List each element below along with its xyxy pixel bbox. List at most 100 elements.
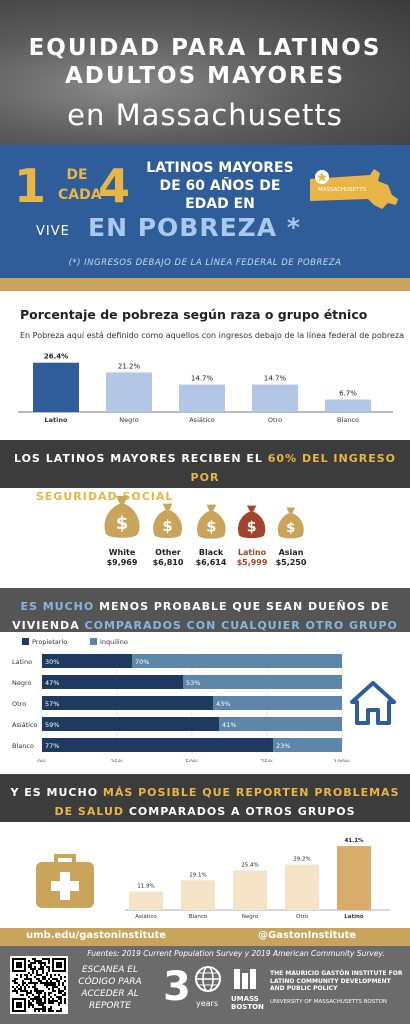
bar-segment <box>42 717 219 731</box>
tick-label: Otro <box>268 416 282 424</box>
tick-label: Latino <box>45 416 68 424</box>
home-banner-text-d: COMPARADOS CON CUALQUIER OTRO GRUPO <box>79 619 398 632</box>
bar-segment <box>183 675 342 689</box>
tick-label: Asiático <box>189 416 215 424</box>
qr-code-icon[interactable] <box>10 956 68 1014</box>
income-item: $ Latino $5,999 <box>224 492 280 568</box>
house-icon <box>350 681 396 725</box>
money-bag-icon: $ <box>278 507 304 539</box>
svg-text:$: $ <box>206 518 216 535</box>
de-text: DE <box>66 167 88 183</box>
health-banner-line2: DE SALUD COMPARADOS A OTROS GRUPOS <box>0 802 410 821</box>
data-label: 19.1% <box>189 872 206 878</box>
income-banner: LOS LATINOS MAYORES RECIBEN EL 60% DEL I… <box>0 440 410 503</box>
bar-segment <box>132 654 342 668</box>
poverty-number-one: 1 <box>14 159 47 213</box>
income-banner-line2: SEGURIDAD SOCIAL QUE RECIBEN LOS BLANCOS <box>0 487 410 506</box>
homeownership-chart: Propietario Inquilino 0% 25% 50% 75% 100% Latin… <box>12 638 350 762</box>
bar-segment <box>273 738 342 752</box>
income-value: $5,250 <box>275 557 307 567</box>
data-label: 6.7% <box>339 389 357 397</box>
category-label: Negro <box>12 679 32 687</box>
tick-label: Blanco <box>189 914 208 920</box>
cada-text: CADA <box>58 187 102 203</box>
poverty-description: LATINOS MAYORES DE 60 AÑOS DE EDAD EN <box>140 159 300 213</box>
tick-label: 100% <box>333 759 350 762</box>
data-label: 26.4% <box>44 353 68 361</box>
svg-text:$: $ <box>247 519 257 535</box>
tick-label: Negro <box>242 914 259 920</box>
bar <box>325 399 371 412</box>
health-banner-text-a: Y ES MUCHO <box>10 786 103 799</box>
bar-segment <box>42 738 273 752</box>
data-label: 70% <box>135 658 149 666</box>
home-banner-line1: ES MUCHO MENOS PROBABLE QUE SEAN DUEÑOS … <box>0 597 410 616</box>
tick-label: 0% <box>37 759 47 762</box>
data-label: 53% <box>186 679 200 687</box>
footer-link-bar <box>0 928 410 946</box>
data-label: 14.7% <box>264 375 287 383</box>
income-value: $5,999 <box>236 557 268 567</box>
hero-banner: EQUIDAD PARA LATINOS ADULTOS MAYORES en … <box>0 0 410 145</box>
tick-label: 75% <box>260 759 274 762</box>
poverty-desc-line2: DE 60 AÑOS DE <box>159 178 281 194</box>
anniversary-number: 3 <box>163 964 191 1010</box>
bar-segment <box>219 717 342 731</box>
poverty-desc-line1: LATINOS MAYORES <box>146 160 294 176</box>
money-bag-icon: $ <box>196 504 226 539</box>
data-label: 59% <box>45 721 59 729</box>
poverty-panel: 1 DE CADA 4 LATINOS MAYORES DE 60 AÑOS D… <box>0 145 410 278</box>
home-banner: ES MUCHO MENOS PROBABLE QUE SEAN DUEÑOS … <box>0 588 410 632</box>
bar <box>285 864 319 910</box>
legend-label: Inquilino <box>100 638 128 646</box>
tick-label: 25% <box>110 759 124 762</box>
health-banner-text-b: MÁS POSIBLE QUE REPORTEN PROBLEMAS <box>102 786 400 799</box>
home-banner-text-a: ES MUCHO <box>20 600 100 613</box>
data-label: 25.4% <box>241 862 258 868</box>
bar-segment <box>42 675 183 689</box>
chart-title: Porcentaje de pobreza según raza o grupo… <box>20 307 368 322</box>
health-banner-line1: Y ES MUCHO MÁS POSIBLE QUE REPORTEN PROB… <box>0 783 410 802</box>
tick-label: Otro <box>296 914 309 920</box>
data-label: 21.2% <box>118 362 141 370</box>
category-label: Otro <box>12 700 26 708</box>
poverty-bar-chart: 26.4% Latino 21.2% Negro 14.7% Asiático 14.7% O… <box>18 353 393 424</box>
svg-text:$: $ <box>163 517 173 535</box>
health-banner-text-d: COMPARADOS A OTROS GRUPOS <box>124 805 356 818</box>
health-banner: Y ES MUCHO MÁS POSIBLE QUE REPORTEN PROB… <box>0 774 410 822</box>
tick-label: Blanco <box>337 416 359 424</box>
university-name: UNIVERSITY OF MASSACHUSETTS BOSTON <box>270 999 388 1005</box>
legend-swatch <box>22 638 29 645</box>
footer-url-link[interactable]: umb.edu/gastoninstitute <box>26 930 167 941</box>
bar <box>337 846 371 910</box>
tick-label: Latino <box>344 914 364 920</box>
income-value: $9,969 <box>106 558 138 567</box>
poverty-big-text: EN POBREZA * <box>88 213 301 242</box>
data-label: 43% <box>216 700 230 708</box>
massachusetts-map-icon: MASSACHUSETTS <box>310 169 398 209</box>
income-value: $6,810 <box>152 557 184 567</box>
gold-divider <box>0 278 410 291</box>
map-label: MASSACHUSETTS <box>318 187 367 193</box>
data-label: 41.1% <box>344 838 364 844</box>
income-group-label: Latino <box>237 547 267 557</box>
income-value: $6,614 <box>195 557 227 567</box>
money-bag-icon: $ <box>153 503 183 539</box>
institute-name: THE MAURICIO GASTÓN INSTITUTE FOR LATINO… <box>270 970 403 992</box>
svg-text:$: $ <box>286 521 295 536</box>
bar <box>106 372 152 412</box>
tick-label: 50% <box>185 759 199 762</box>
first-aid-kit-icon <box>36 854 94 908</box>
income-item: $ Other $6,810 <box>140 492 196 568</box>
bar <box>181 880 215 910</box>
data-label: 57% <box>45 700 59 708</box>
footer-social-handle[interactable]: @GastonInstitute <box>258 930 357 941</box>
data-label: 23% <box>276 742 290 750</box>
category-label: Latino <box>12 658 32 666</box>
data-label: 29.2% <box>293 857 310 863</box>
bar-segment <box>213 696 342 710</box>
health-bar-chart: 11.9% Asiático 19.1% Blanco 25.4% Negro 29.2% O… <box>125 838 390 920</box>
anniversary-years: years <box>196 999 219 1008</box>
income-banner-text-b: 60% DEL INGRESO POR <box>190 452 397 484</box>
bar-segment <box>42 654 132 668</box>
